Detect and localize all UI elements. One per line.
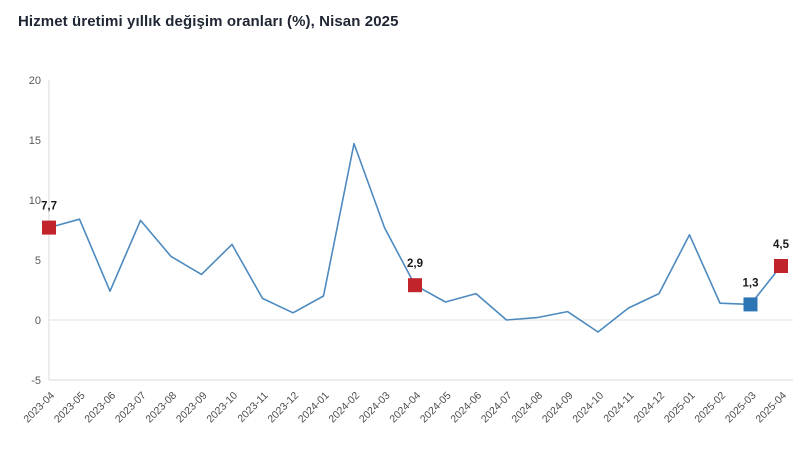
x-tick-label: 2024-07	[479, 390, 515, 426]
x-tick-label: 2024-08	[509, 390, 545, 426]
y-tick-label: -5	[31, 375, 41, 387]
x-tick-label: 2025-03	[723, 390, 759, 426]
x-tick-label: 2023-12	[265, 390, 301, 426]
chart-title: Hizmet üretimi yıllık değişim oranları (…	[18, 13, 399, 30]
x-tick-label: 2025-04	[753, 390, 789, 426]
highlight-marker-2025-04	[774, 259, 788, 273]
point-label-2025-04: 4,5	[773, 239, 790, 251]
x-tick-label: 2023-10	[204, 390, 240, 426]
y-tick-label: 0	[35, 315, 41, 327]
x-tick-label: 2024-04	[387, 390, 423, 426]
x-tick-label: 2024-02	[326, 390, 362, 426]
highlight-marker-2023-04	[42, 220, 56, 235]
x-tick-label: 2025-01	[662, 390, 698, 426]
y-tick-label: 5	[35, 255, 41, 267]
point-label-2025-03: 1,3	[743, 277, 759, 289]
point-label-2023-04: 7,7	[41, 201, 57, 213]
x-tick-label: 2023-06	[82, 390, 118, 426]
x-tick-label: 2024-10	[570, 390, 606, 426]
x-tick-label: 2023-07	[113, 390, 149, 426]
x-tick-label: 2023-04	[21, 390, 57, 426]
x-tick-label: 2023-09	[174, 390, 210, 426]
x-tick-label: 2024-06	[448, 390, 484, 426]
x-tick-label: 2025-02	[692, 390, 728, 426]
y-tick-label: 20	[29, 75, 41, 87]
x-tick-label: 2024-05	[418, 390, 454, 426]
x-tick-label: 2023-05	[52, 390, 88, 426]
x-tick-label: 2024-12	[631, 390, 667, 426]
point-label-2024-04: 2,9	[407, 258, 423, 270]
highlight-marker-2024-04	[408, 278, 422, 293]
y-tick-label: 15	[29, 135, 41, 147]
x-tick-label: 2024-03	[357, 390, 393, 426]
x-tick-label: 2023-08	[143, 390, 179, 426]
x-tick-label: 2024-01	[296, 390, 332, 426]
series-line	[48, 142, 782, 333]
highlight-marker-2025-03	[743, 297, 758, 312]
x-tick-label: 2024-09	[540, 390, 576, 426]
y-tick-label: 10	[29, 195, 41, 207]
x-tick-label: 2024-11	[601, 390, 636, 425]
x-tick-label: 2023-11	[235, 390, 270, 425]
